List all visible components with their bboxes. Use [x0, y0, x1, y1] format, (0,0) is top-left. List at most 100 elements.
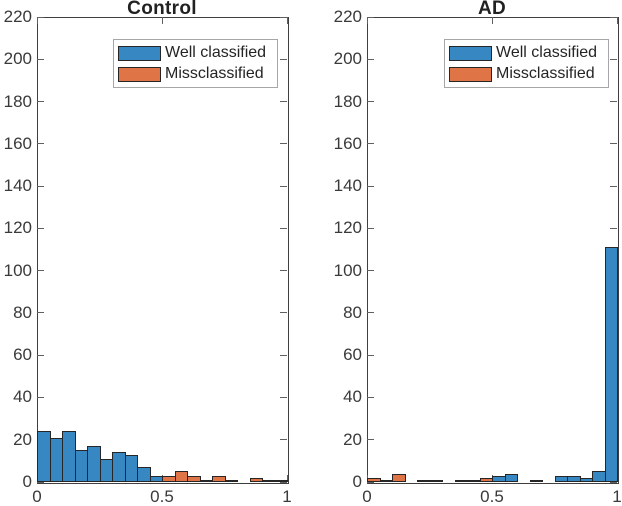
y-tick-label: 20 — [13, 429, 32, 449]
histogram-bar — [174, 471, 188, 482]
histogram-bar — [62, 431, 76, 482]
missclassified-swatch-icon — [449, 66, 492, 82]
y-tick-label: 0 — [352, 472, 362, 491]
y-tick-label: 100 — [3, 260, 32, 280]
y-tick-mark — [37, 101, 44, 103]
x-tick-mark — [366, 17, 368, 24]
histogram-bar — [112, 452, 126, 482]
y-tick-label: 20 — [343, 429, 362, 449]
x-tick-mark — [286, 475, 288, 482]
y-tick-mark — [280, 143, 287, 145]
y-tick-mark — [280, 312, 287, 314]
y-tick-mark — [610, 185, 617, 187]
y-tick-mark — [367, 439, 374, 441]
y-tick-mark — [610, 101, 617, 103]
y-tick-mark — [367, 16, 374, 18]
legend-item-missclassified: Missclassified — [449, 65, 608, 82]
histogram-bar — [274, 479, 288, 482]
legend-label-missclassified: Missclassified — [496, 65, 595, 82]
well-classified-swatch-icon — [449, 45, 492, 61]
y-tick-mark — [367, 227, 374, 229]
control-axes-box — [37, 17, 289, 484]
y-tick-label: 220 — [3, 7, 32, 26]
histogram-bar — [604, 247, 618, 482]
histogram-bar — [199, 479, 213, 482]
histogram-bar — [579, 477, 593, 482]
y-tick-label: 60 — [343, 345, 362, 365]
y-tick-mark — [367, 101, 374, 103]
y-tick-mark — [280, 227, 287, 229]
y-tick-mark — [37, 396, 44, 398]
y-tick-mark — [367, 396, 374, 398]
y-tick-mark — [280, 16, 287, 18]
y-tick-label: 180 — [3, 91, 32, 111]
histogram-bar — [417, 479, 431, 482]
y-tick-mark — [610, 58, 617, 60]
histogram-bar — [249, 477, 263, 482]
y-tick-mark — [37, 16, 44, 18]
histogram-bar — [162, 475, 176, 482]
y-tick-mark — [37, 185, 44, 187]
histogram-bar — [592, 471, 606, 482]
x-tick-mark — [616, 17, 618, 24]
histogram-bar — [467, 479, 481, 482]
legend-label-well-classified: Well classified — [496, 44, 598, 61]
missclassified-swatch-icon — [118, 66, 161, 82]
legend-item-missclassified: Missclassified — [118, 65, 277, 82]
legend-ad: Well classified Missclassified — [444, 39, 609, 88]
histogram-bar — [262, 479, 276, 482]
histogram-bar — [367, 477, 381, 482]
y-tick-mark — [37, 58, 44, 60]
x-tick-label: 1 — [612, 487, 622, 506]
y-tick-label: 180 — [333, 91, 362, 111]
y-tick-mark — [37, 354, 44, 356]
y-tick-mark — [367, 185, 374, 187]
histogram-bar — [504, 473, 518, 482]
histogram-bar — [124, 454, 138, 482]
y-tick-mark — [280, 270, 287, 272]
y-tick-label: 60 — [13, 345, 32, 365]
legend-item-well-classified: Well classified — [449, 44, 608, 61]
y-tick-mark — [367, 58, 374, 60]
histogram-bar — [492, 475, 506, 482]
y-tick-label: 80 — [13, 302, 32, 322]
y-tick-mark — [37, 312, 44, 314]
y-tick-mark — [610, 143, 617, 145]
y-tick-label: 0 — [22, 472, 32, 491]
plot-title-ad: AD — [477, 0, 507, 19]
legend-label-well-classified: Well classified — [165, 44, 267, 61]
y-tick-mark — [37, 481, 44, 483]
y-tick-label: 160 — [333, 133, 362, 153]
y-tick-mark — [367, 312, 374, 314]
x-tick-mark — [36, 17, 38, 24]
x-tick-label: 0 — [362, 487, 372, 506]
histogram-bar — [187, 475, 201, 482]
histogram-bar — [454, 479, 468, 482]
x-tick-mark — [286, 17, 288, 24]
y-tick-mark — [280, 101, 287, 103]
y-tick-label: 160 — [3, 133, 32, 153]
legend-control: Well classified Missclassified — [113, 39, 278, 88]
y-tick-mark — [280, 439, 287, 441]
x-tick-mark — [491, 17, 493, 24]
x-tick-label: 0 — [32, 487, 42, 506]
x-tick-label: 0.5 — [480, 487, 504, 506]
histogram-bar — [212, 475, 226, 482]
histogram-bar — [392, 473, 406, 482]
y-tick-mark — [37, 143, 44, 145]
histogram-bar — [149, 475, 163, 482]
y-tick-label: 200 — [3, 49, 32, 69]
y-tick-label: 40 — [343, 387, 362, 407]
well-classified-swatch-icon — [118, 45, 161, 61]
plot-title-control: Control — [127, 0, 197, 19]
histogram-bar — [479, 477, 493, 482]
histogram-bar — [49, 437, 63, 482]
y-tick-label: 220 — [333, 7, 362, 26]
x-tick-mark — [161, 17, 163, 24]
histogram-bar — [567, 475, 581, 482]
y-tick-mark — [280, 58, 287, 60]
x-tick-label: 1 — [282, 487, 292, 506]
y-tick-mark — [367, 354, 374, 356]
y-tick-label: 80 — [343, 302, 362, 322]
